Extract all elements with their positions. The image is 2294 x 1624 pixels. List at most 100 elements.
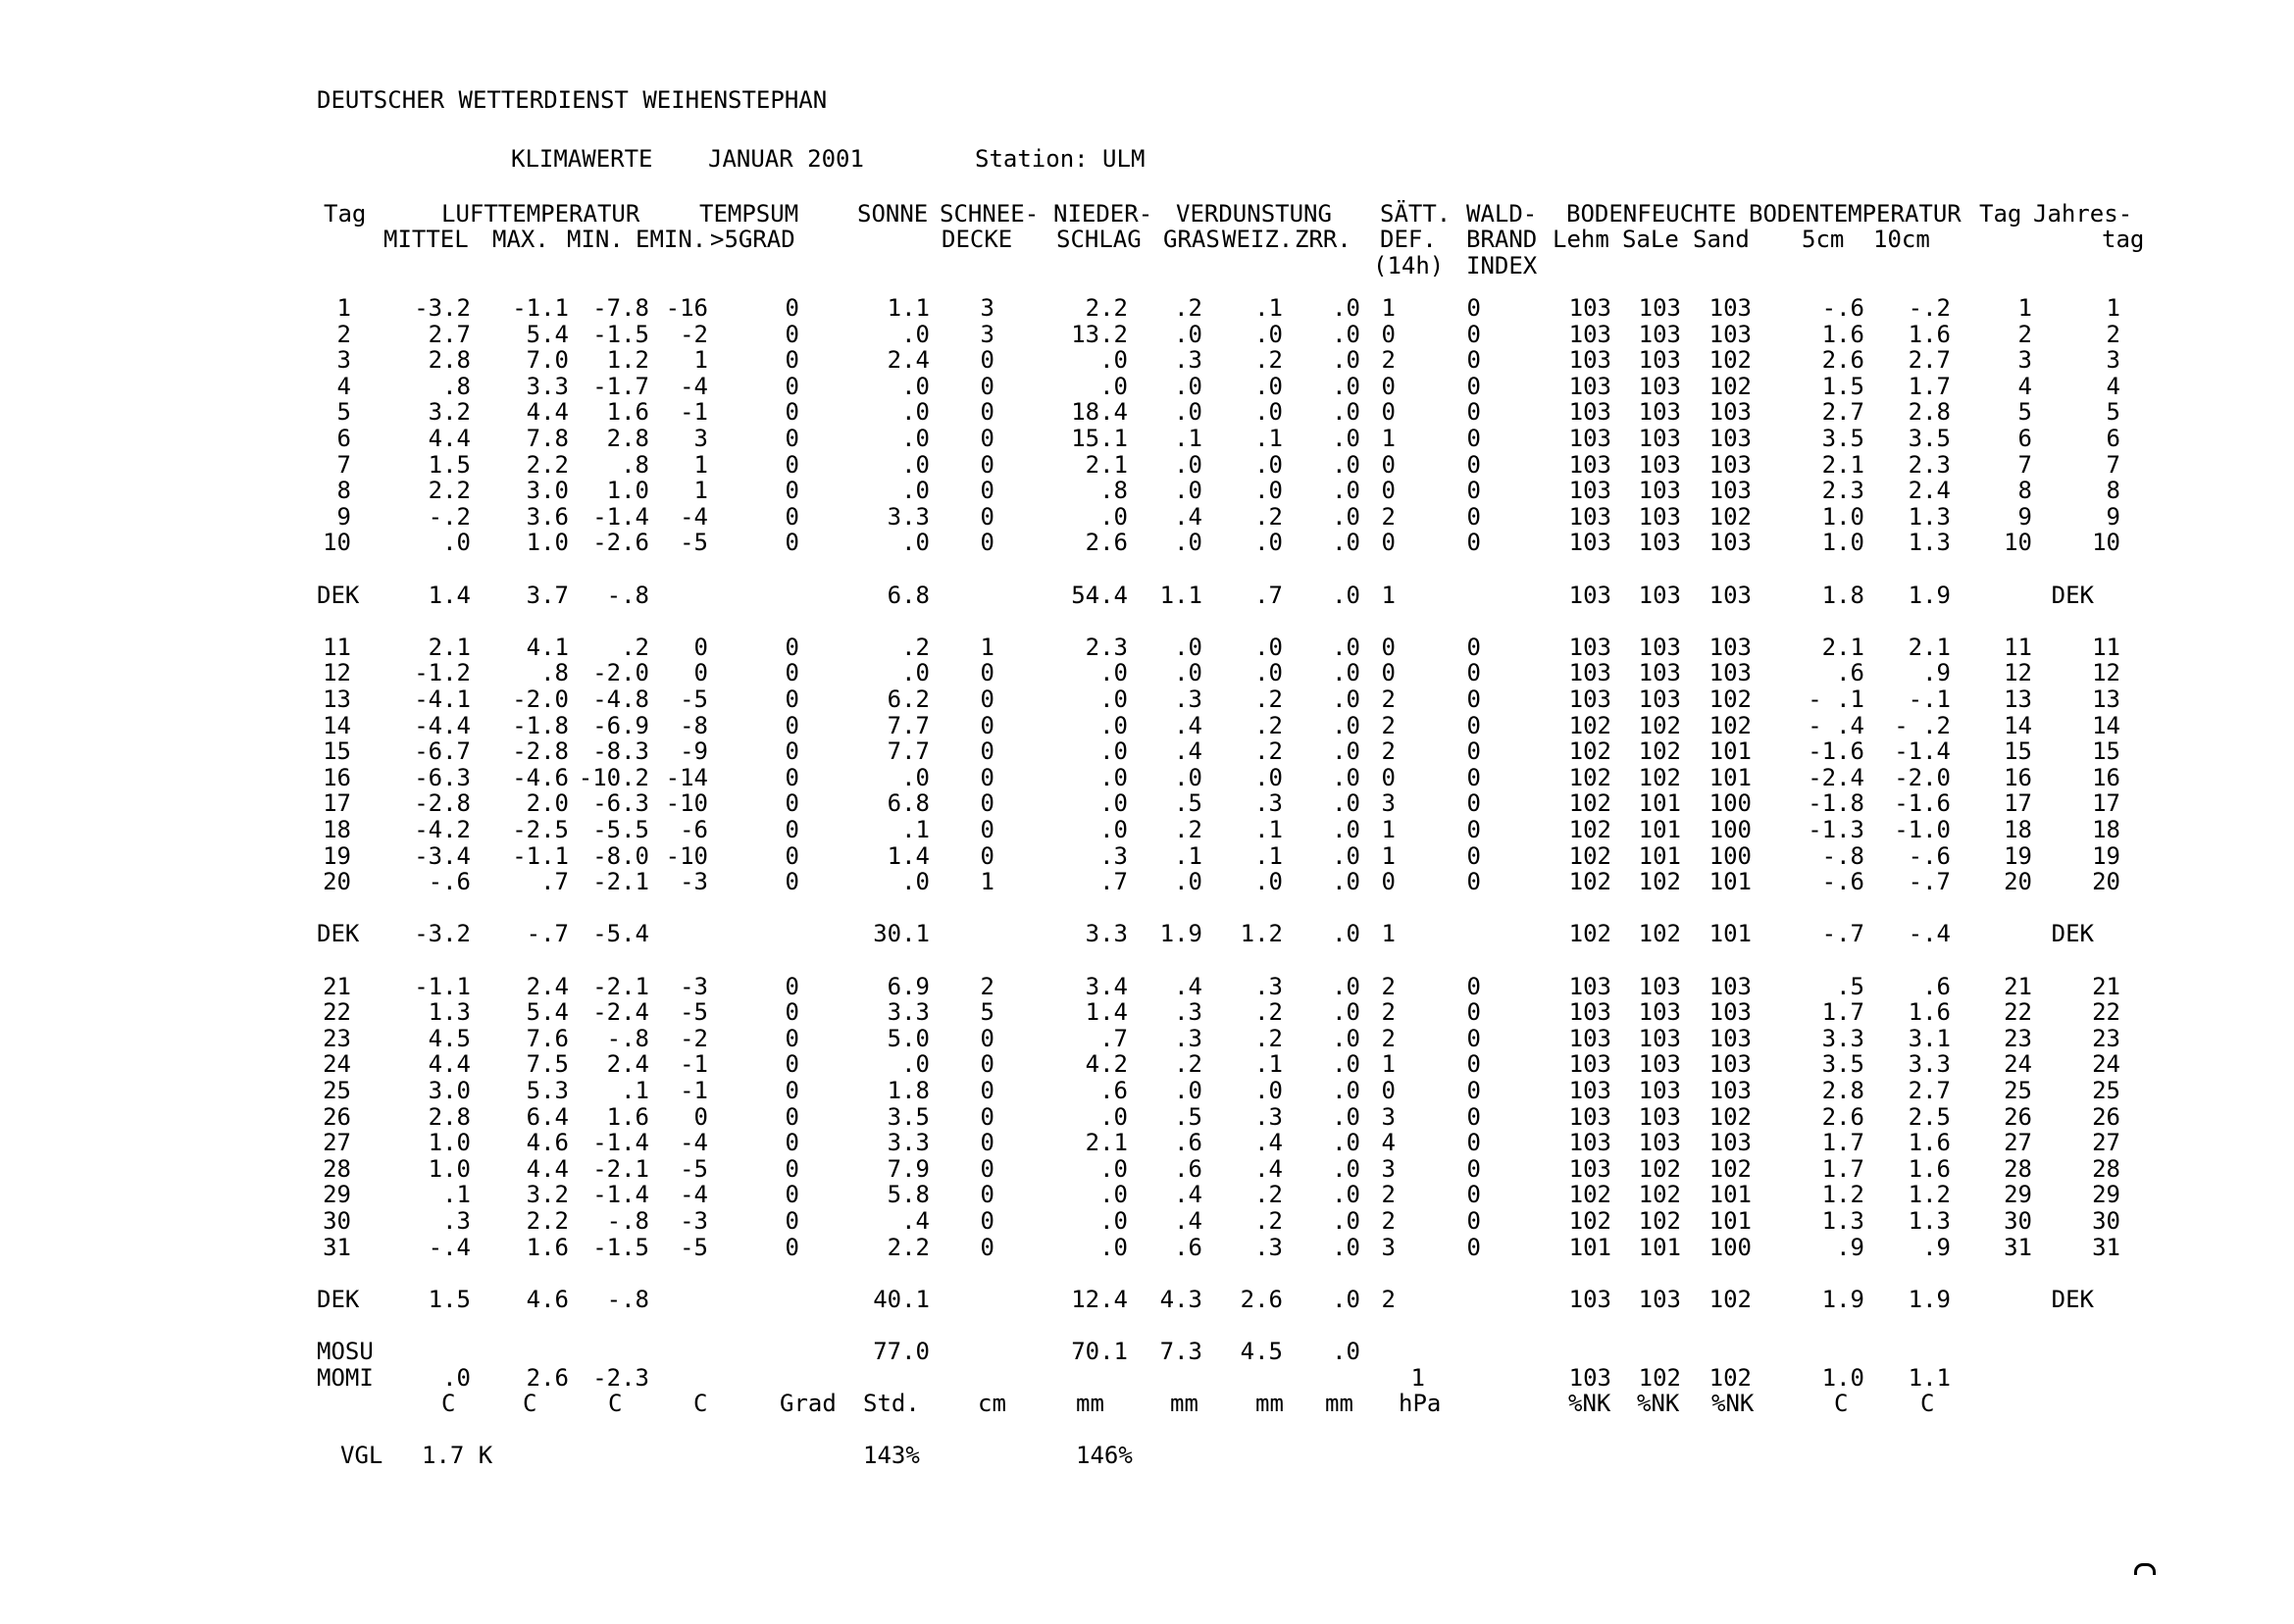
cell-niederschlag: .7: [1099, 1025, 1128, 1052]
cell-tempsum-5grad: 0: [785, 816, 799, 843]
cell-verdunstung-gras: .2: [1174, 816, 1202, 843]
column-header: DEF.: [1380, 226, 1437, 253]
day-row: 16 -6.3 -4.6 -10.2 -14 0 .0 0 .0 .0 .0 .0 0 0 102 102 10…: [317, 764, 2120, 791]
day-row: 10 .0 1.0 -2.6 -5 0 .0 0 2.6 .0 .0 .0 0 0 103 103 103 1.0…: [317, 529, 2120, 556]
cell-bodentemperatur-5cm: [1752, 1338, 1864, 1365]
column-header: MITTEL: [383, 226, 469, 253]
cell-lufttemperatur-emin: 0: [693, 634, 708, 661]
cell-niederschlag: .0: [1099, 1207, 1128, 1235]
column-header: Sand: [1693, 226, 1750, 253]
cell-saettigungsdefizit-14h: 3: [1381, 1155, 1396, 1183]
cell-bodentemperatur-10cm: -.1: [1908, 685, 1951, 713]
cell-sonne: 3.3: [887, 998, 930, 1026]
cell-sonne: 7.7: [887, 712, 930, 739]
cell-bodenfeuchte-sand: 100: [1708, 789, 1752, 817]
cell-verdunstung-weiz: .0: [1254, 529, 1283, 556]
cell-sonne: 1.1: [887, 294, 930, 322]
cell-niederschlag: .0: [1099, 737, 1128, 765]
cell-bodentemperatur-5cm: 3.5: [1821, 425, 1864, 452]
cell-tempsum-5grad: 0: [785, 398, 799, 426]
cell-bodentemperatur-5cm: -1.8: [1808, 789, 1864, 817]
cell-saettigungsdefizit-14h: [1360, 1338, 1396, 1365]
column-header: BODENTEMPERATUR: [1749, 200, 1962, 228]
cell-niederschlag: 1.4: [1085, 998, 1128, 1026]
cell-bodenfeuchte-sale: 103: [1638, 1077, 1681, 1104]
cell-bodenfeuchte-sand: 103: [1708, 1050, 1752, 1078]
cell-bodentemperatur-5cm: 1.9: [1821, 1286, 1864, 1313]
cell-verdunstung-weiz: .2: [1254, 1025, 1283, 1052]
cell-verdunstung-zrr: .0: [1332, 1025, 1360, 1052]
cell-jahrestag: [2032, 1364, 2120, 1392]
cell-saettigungsdefizit-14h: 2: [1381, 1025, 1396, 1052]
cell-jahrestag: 26: [2092, 1103, 2120, 1131]
cell-bodenfeuchte-sale: 102: [1638, 737, 1681, 765]
cell-bodenfeuchte-lehm: 102: [1568, 737, 1611, 765]
day-row: 2 2.7 5.4 -1.5 -2 0 .0 3 13.2 .0 .0 .0 0 0 103 103 103 1.…: [317, 321, 2120, 348]
cell-tag: 29: [2004, 1181, 2032, 1208]
cell-waldbrand-index: 0: [1466, 373, 1481, 400]
cell-day: 1: [336, 294, 351, 322]
column-header: SCHNEE-: [940, 200, 1040, 228]
cell-verdunstung-gras: .3: [1174, 346, 1202, 374]
cell-schneedecke: 0: [980, 1207, 994, 1235]
cell-lufttemperatur-mittel: -6.7: [414, 737, 471, 765]
unit-label: %NK: [1637, 1390, 1680, 1417]
cell-bodentemperatur-10cm: 1.3: [1908, 529, 1951, 556]
cell-verdunstung-gras: .0: [1174, 477, 1202, 504]
cell-bodenfeuchte-sale: 103: [1638, 346, 1681, 374]
cell-verdunstung-zrr: .0: [1332, 973, 1360, 1000]
cell-sonne: 2.4: [887, 346, 930, 374]
cell-tempsum-5grad: 0: [785, 659, 799, 686]
cell-verdunstung-zrr: .0: [1332, 1050, 1360, 1078]
cell-waldbrand-index: 0: [1466, 503, 1481, 531]
cell-schneedecke: 0: [980, 529, 994, 556]
cell-verdunstung-gras: .0: [1174, 373, 1202, 400]
vgl-sonne-percent: 143%: [863, 1442, 920, 1469]
cell-lufttemperatur-emin: -5: [680, 998, 708, 1026]
cell-lufttemperatur-mittel: 4.4: [428, 425, 471, 452]
cell-lufttemperatur-min: -1.5: [592, 321, 649, 348]
cell-jahrestag: 2: [2106, 321, 2120, 348]
column-header: (14h): [1373, 252, 1445, 279]
cell-sonne: .2: [901, 634, 930, 661]
cell-jahrestag: 15: [2092, 737, 2120, 765]
cell-verdunstung-gras: .5: [1174, 1103, 1202, 1131]
cell-lufttemperatur-emin: 1: [693, 346, 708, 374]
cell-sonne: 5.0: [887, 1025, 930, 1052]
cell-bodenfeuchte-lehm: 103: [1568, 373, 1611, 400]
cell-lufttemperatur-mittel: .0: [442, 529, 471, 556]
day-row: 22 1.3 5.4 -2.4 -5 0 3.3 5 1.4 .3 .2 .0 2 0 103 103 103 1…: [317, 998, 2120, 1026]
cell-bodenfeuchte-sand: 101: [1708, 1207, 1752, 1235]
day-row: 6 4.4 7.8 2.8 3 0 .0 0 15.1 .1 .1 .0 1 0 103 103 103 3.5 3…: [317, 425, 2120, 452]
cell-verdunstung-weiz: .3: [1254, 973, 1283, 1000]
cell-lufttemperatur-mittel: -1.1: [414, 973, 471, 1000]
cell-sonne: 6.8: [887, 789, 930, 817]
cell-niederschlag: 3.3: [1085, 920, 1128, 947]
cell-verdunstung-gras: .1: [1174, 425, 1202, 452]
cell-jahrestag: 21: [2092, 973, 2120, 1000]
cell-verdunstung-weiz: .0: [1254, 398, 1283, 426]
cell-bodentemperatur-10cm: -.7: [1908, 868, 1951, 895]
cell-lufttemperatur-min: .1: [621, 1077, 649, 1104]
cell-tag: 11: [2004, 634, 2032, 661]
cell-verdunstung-gras: 1.1: [1159, 582, 1202, 609]
cell-verdunstung-zrr: .0: [1332, 764, 1360, 791]
cell-bodentemperatur-5cm: 2.1: [1821, 451, 1864, 479]
cell-jahrestag: 30: [2092, 1207, 2120, 1235]
cell-verdunstung-weiz: .0: [1254, 868, 1283, 895]
cell-tempsum-5grad: 0: [785, 1103, 799, 1131]
cell-day: DEK: [317, 920, 360, 947]
cell-day: 27: [323, 1129, 351, 1156]
cell-bodenfeuchte-sand: 103: [1708, 582, 1752, 609]
cell-lufttemperatur-min: -.8: [606, 582, 649, 609]
cell-lufttemperatur-emin: 1: [693, 451, 708, 479]
day-row: 5 3.2 4.4 1.6 -1 0 .0 0 18.4 .0 .0 .0 0 0 103 103 103 2.7…: [317, 398, 2120, 426]
cell-tag: 17: [2004, 789, 2032, 817]
column-header: VERDUNSTUNG: [1176, 200, 1332, 228]
cell-bodenfeuchte-sale: 103: [1638, 398, 1681, 426]
cell-niederschlag: 13.2: [1071, 321, 1128, 348]
cell-bodenfeuchte-sale: 103: [1638, 685, 1681, 713]
cell-sonne: 5.8: [887, 1181, 930, 1208]
cell-verdunstung-weiz: .4: [1254, 1155, 1283, 1183]
cell-tempsum-5grad: 0: [785, 1155, 799, 1183]
